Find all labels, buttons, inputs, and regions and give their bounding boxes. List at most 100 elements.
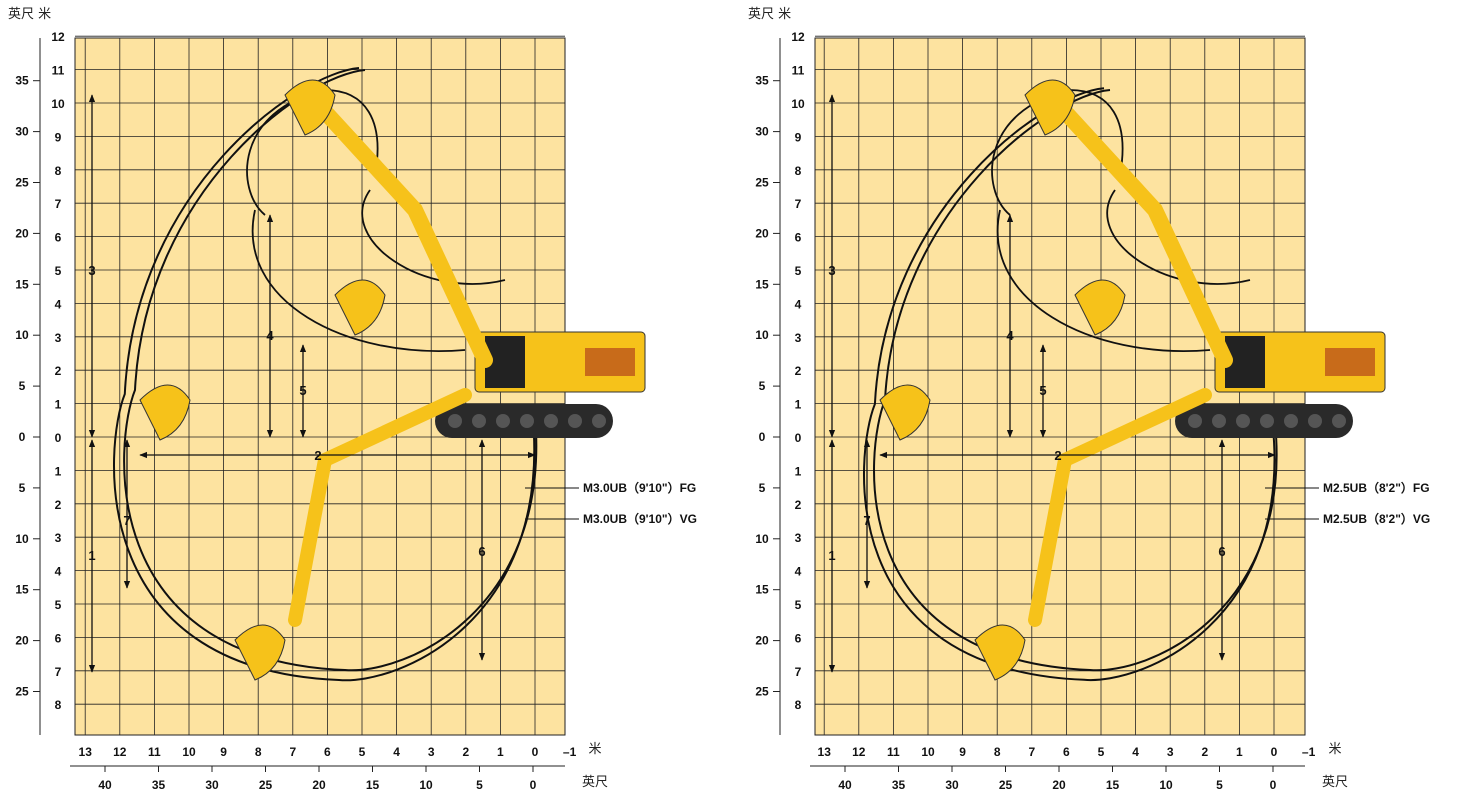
meter-bottom-label: 4 bbox=[1132, 745, 1139, 759]
meter-tick-label: 3 bbox=[795, 331, 802, 345]
meter-bottom-label: 9 bbox=[220, 745, 227, 759]
feet-bottom-label: 0 bbox=[1270, 778, 1277, 792]
meter-tick-label: 4 bbox=[795, 565, 802, 579]
dimension-label-6: 6 bbox=[1218, 544, 1225, 559]
meter-tick-label: 0 bbox=[55, 431, 62, 445]
track-roller bbox=[1212, 414, 1226, 428]
inner-curve-2 bbox=[1106, 189, 1251, 285]
meter-tick-label: 6 bbox=[795, 231, 802, 245]
meter-bottom-label: 6 bbox=[324, 745, 331, 759]
feet-tick-label: 25 bbox=[755, 685, 769, 699]
bucket-mid bbox=[334, 279, 386, 336]
meter-bottom-label: 7 bbox=[1028, 745, 1035, 759]
feet-bottom-label: 25 bbox=[259, 778, 273, 792]
unit-header: 英尺 米 bbox=[748, 7, 791, 22]
excavator-boom-upper bbox=[1037, 82, 1233, 368]
meter-bottom-label: –1 bbox=[563, 745, 577, 759]
inner-curve-2 bbox=[361, 189, 506, 285]
feet-tick-label: 20 bbox=[15, 634, 29, 648]
meter-tick-label: 8 bbox=[55, 164, 62, 178]
meter-tick-label: 2 bbox=[55, 498, 62, 512]
unit-feet-label: 英尺 bbox=[582, 775, 608, 790]
meter-tick-label: 12 bbox=[51, 30, 65, 44]
feet-bottom-label: 5 bbox=[1216, 778, 1223, 792]
track-roller bbox=[1260, 414, 1274, 428]
meter-tick-label: 7 bbox=[795, 197, 802, 211]
envelope-vg bbox=[863, 87, 1276, 682]
meter-bottom-label: 8 bbox=[255, 745, 262, 759]
dimension-label-4: 4 bbox=[1006, 328, 1014, 343]
track-roller bbox=[1308, 414, 1322, 428]
feet-bottom-label: 20 bbox=[1052, 778, 1066, 792]
meter-bottom-label: 7 bbox=[289, 745, 296, 759]
meter-tick-label: 5 bbox=[55, 598, 62, 612]
excavator-boom-lower bbox=[1028, 388, 1212, 627]
feet-tick-label: 5 bbox=[759, 481, 766, 495]
dimension-label-2: 2 bbox=[1054, 448, 1061, 463]
meter-bottom-label: 0 bbox=[532, 745, 539, 759]
feet-tick-label: 25 bbox=[15, 685, 29, 699]
meter-bottom-label: 3 bbox=[428, 745, 435, 759]
meter-bottom-label: 4 bbox=[393, 745, 400, 759]
dimension-label-1: 1 bbox=[828, 548, 835, 563]
bucket-bottom bbox=[234, 624, 286, 681]
feet-bottom-label: 0 bbox=[530, 778, 537, 792]
track-roller bbox=[448, 414, 462, 428]
bucket-top bbox=[1024, 79, 1076, 136]
unit-feet-label: 英尺 bbox=[1322, 775, 1348, 790]
feet-bottom-label: 10 bbox=[419, 778, 433, 792]
track-roller bbox=[1236, 414, 1250, 428]
track-roller bbox=[592, 414, 606, 428]
meter-bottom-label: 5 bbox=[1098, 745, 1105, 759]
meter-bottom-label: 10 bbox=[921, 745, 935, 759]
diagram-panel-1: 英尺 米121110987654321012345678353025201510… bbox=[8, 7, 697, 792]
dimension-label-1: 1 bbox=[88, 548, 95, 563]
meter-tick-label: 1 bbox=[795, 464, 802, 478]
feet-tick-label: 15 bbox=[15, 277, 29, 291]
dimension-label-3: 3 bbox=[828, 263, 835, 278]
unit-meters-label: 米 bbox=[588, 742, 601, 757]
dimension-label-7: 7 bbox=[863, 513, 870, 528]
meter-tick-label: 11 bbox=[792, 64, 805, 78]
dimension-label-5: 5 bbox=[299, 383, 306, 398]
feet-bottom-label: 25 bbox=[999, 778, 1013, 792]
feet-bottom-label: 10 bbox=[1159, 778, 1173, 792]
meter-bottom-label: 0 bbox=[1271, 745, 1278, 759]
feet-tick-label: 25 bbox=[15, 176, 29, 190]
feet-bottom-label: 20 bbox=[312, 778, 326, 792]
meter-tick-label: 3 bbox=[795, 531, 802, 545]
meter-tick-label: 11 bbox=[52, 64, 65, 78]
meter-tick-label: 3 bbox=[55, 531, 62, 545]
meter-bottom-label: 5 bbox=[359, 745, 366, 759]
unit-meters-label: 米 bbox=[1328, 742, 1341, 757]
excavator-boom-lower bbox=[288, 388, 472, 627]
feet-bottom-label: 15 bbox=[1106, 778, 1120, 792]
meter-tick-label: 7 bbox=[795, 665, 802, 679]
track-roller bbox=[544, 414, 558, 428]
feet-tick-label: 20 bbox=[755, 634, 769, 648]
inner-curve-3 bbox=[251, 209, 466, 352]
meter-bottom-label: 6 bbox=[1063, 745, 1070, 759]
meter-tick-label: 9 bbox=[55, 130, 62, 144]
feet-bottom-label: 30 bbox=[945, 778, 959, 792]
meter-tick-label: 8 bbox=[795, 164, 802, 178]
meter-tick-label: 4 bbox=[795, 297, 802, 311]
bucket-mid bbox=[1074, 279, 1126, 336]
feet-bottom-label: 40 bbox=[838, 778, 852, 792]
config-label-vg: M2.5UB（8'2"）VG bbox=[1323, 511, 1430, 526]
feet-bottom-label: 15 bbox=[366, 778, 380, 792]
envelope-fg bbox=[873, 89, 1278, 672]
feet-tick-label: 0 bbox=[19, 430, 26, 444]
feet-tick-label: 25 bbox=[755, 176, 769, 190]
meter-tick-label: 8 bbox=[795, 698, 802, 712]
meter-bottom-label: 1 bbox=[497, 745, 504, 759]
meter-bottom-label: 13 bbox=[79, 745, 93, 759]
track-roller bbox=[1188, 414, 1202, 428]
feet-tick-label: 35 bbox=[15, 74, 29, 88]
meter-bottom-label: 9 bbox=[959, 745, 966, 759]
meter-tick-label: 4 bbox=[55, 297, 62, 311]
meter-tick-label: 6 bbox=[55, 231, 62, 245]
bucket-left bbox=[139, 384, 191, 441]
meter-tick-label: 5 bbox=[55, 264, 62, 278]
bucket-left bbox=[879, 384, 931, 441]
